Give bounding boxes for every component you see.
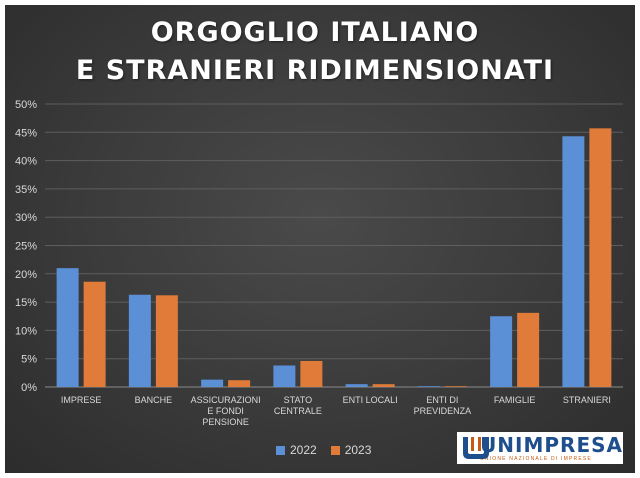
bar-2022 (345, 384, 368, 387)
y-tick-label: 15% (15, 297, 37, 309)
bar-2022 (417, 386, 440, 387)
x-category-label: IMPRESE (61, 395, 102, 405)
x-category-label: PENSIONE (202, 417, 249, 427)
bar-2023 (155, 295, 178, 387)
chart-frame (5, 5, 635, 473)
x-category-label: ENTI LOCALI (343, 395, 398, 405)
x-category-label: BANCHE (135, 395, 173, 405)
chart-title-line1: ORGOGLIO ITALIANO (150, 17, 480, 48)
x-category-label: ENTI DI (426, 395, 458, 405)
y-tick-label: 40% (15, 156, 37, 168)
legend-item-2022: 2022 (276, 443, 317, 457)
logo-subtitle: UNIONE NAZIONALE DI IMPRESE (480, 455, 592, 462)
legend-item-2023: 2023 (330, 443, 372, 457)
bar-2023 (589, 128, 612, 387)
unimpresa-logo: UNIMPRESA UNIONE NAZIONALE DI IMPRESE (457, 432, 623, 464)
y-tick-label: 50% (15, 99, 37, 111)
y-tick-label: 20% (15, 269, 37, 281)
x-category-label: STATO (284, 395, 313, 405)
y-tick-label: 25% (15, 241, 37, 253)
y-tick-label: 5% (21, 354, 37, 366)
chart-title-line2: E STRANIERI RIDIMENSIONATI (75, 55, 555, 86)
bar-2023 (372, 384, 395, 387)
y-tick-label: 30% (15, 212, 37, 224)
bar-2022 (490, 316, 513, 387)
legend-label-2023: 2023 (344, 443, 372, 457)
bar-2022 (273, 365, 296, 387)
x-category-label: PREVIDENZA (414, 406, 472, 416)
chart-legend: 2022 2023 (276, 443, 371, 457)
bar-2023 (300, 360, 323, 387)
bar-2023 (228, 380, 251, 387)
bar-2022 (201, 379, 224, 387)
bar-2022 (562, 136, 585, 387)
legend-label-2022: 2022 (290, 443, 317, 457)
x-category-label: E FONDI (207, 406, 244, 416)
y-tick-label: 35% (15, 184, 37, 196)
x-category-label: ASSICURAZIONI (191, 395, 261, 405)
bar-2022 (128, 294, 151, 387)
logo-name: UNIMPRESA (480, 432, 623, 457)
y-tick-label: 10% (15, 325, 37, 337)
x-category-label: FAMIGLIE (494, 395, 536, 405)
y-tick-label: 45% (15, 127, 37, 139)
x-category-label: STRANIERI (563, 395, 611, 405)
x-category-label: CENTRALE (274, 406, 322, 416)
legend-swatch-2023 (330, 445, 340, 455)
bar-2023 (517, 312, 540, 387)
bar-2022 (56, 268, 79, 387)
y-tick-label: 0% (21, 382, 37, 394)
bar-2023 (83, 281, 106, 387)
logo-mark-icon (461, 435, 489, 461)
bar-2023 (444, 386, 467, 387)
legend-swatch-2022 (276, 445, 285, 455)
